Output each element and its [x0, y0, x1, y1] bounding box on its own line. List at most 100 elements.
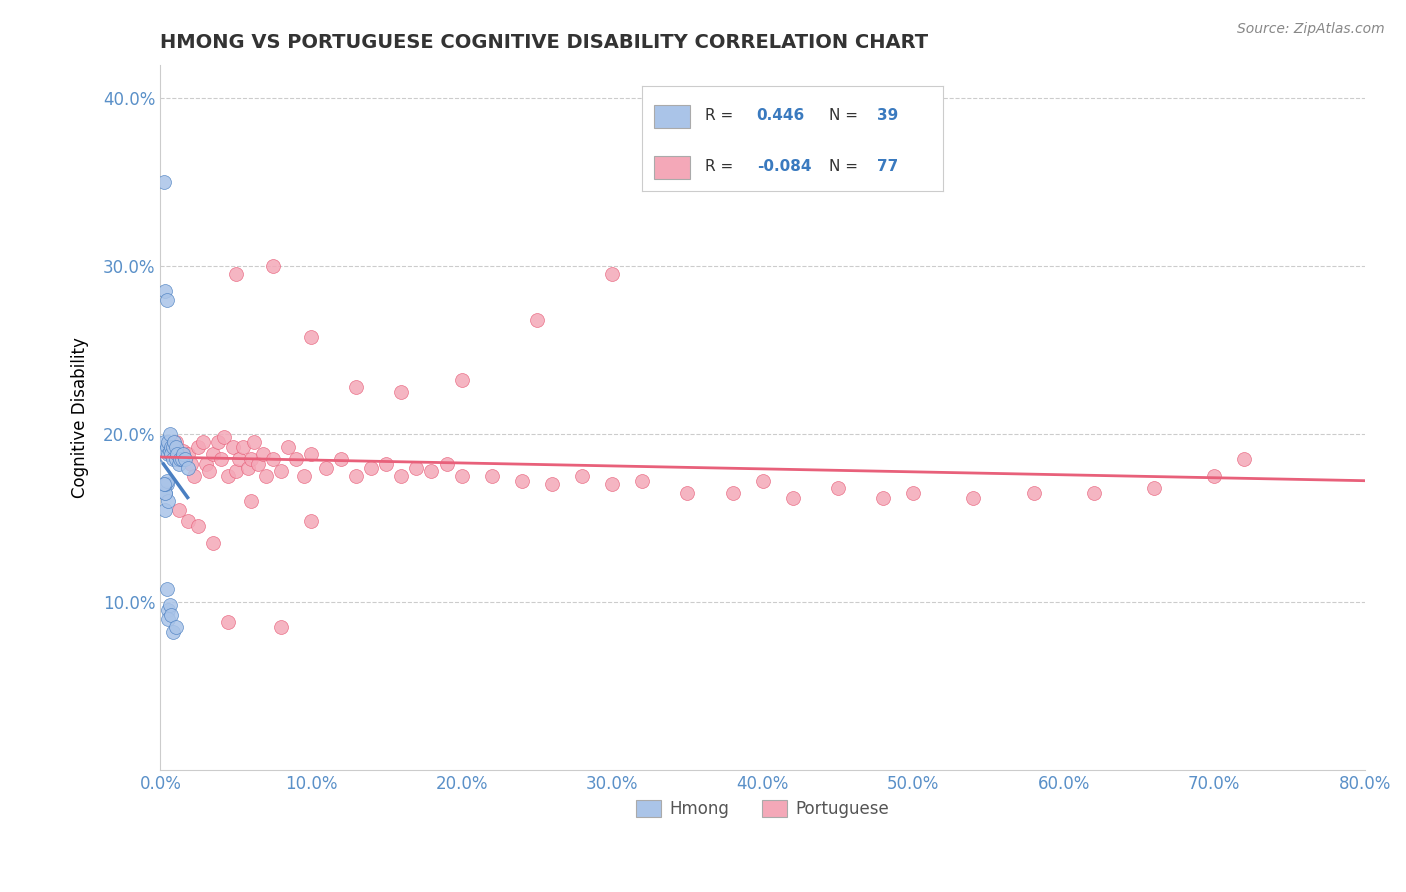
Point	[217, 469, 239, 483]
Point	[197, 464, 219, 478]
Point	[247, 457, 270, 471]
Point	[389, 385, 412, 400]
Point	[600, 477, 623, 491]
Point	[436, 457, 458, 471]
Point	[232, 441, 254, 455]
Text: Source: ZipAtlas.com: Source: ZipAtlas.com	[1237, 22, 1385, 37]
Point	[344, 469, 367, 483]
Point	[152, 175, 174, 189]
Point	[157, 447, 180, 461]
Point	[194, 457, 217, 471]
Point	[165, 441, 187, 455]
Point	[782, 491, 804, 505]
Point	[541, 477, 564, 491]
Point	[162, 452, 184, 467]
Point	[170, 452, 193, 467]
Point	[901, 486, 924, 500]
Point	[207, 435, 229, 450]
Y-axis label: Cognitive Disability: Cognitive Disability	[72, 337, 89, 498]
Point	[162, 625, 184, 640]
Point	[155, 474, 177, 488]
Point	[225, 464, 247, 478]
Point	[187, 519, 209, 533]
Point	[526, 313, 548, 327]
Point	[165, 435, 187, 450]
Point	[217, 615, 239, 630]
Point	[827, 481, 849, 495]
Point	[167, 457, 190, 471]
Point	[405, 460, 427, 475]
Point	[176, 460, 198, 475]
Point	[191, 435, 214, 450]
Point	[222, 441, 245, 455]
Point	[510, 474, 533, 488]
Point	[155, 441, 177, 455]
Point	[262, 452, 284, 467]
Point	[252, 447, 274, 461]
Point	[209, 452, 232, 467]
Point	[159, 443, 181, 458]
Point	[239, 452, 262, 467]
Point	[270, 464, 292, 478]
Point	[172, 447, 194, 461]
Point	[167, 452, 190, 467]
Point	[225, 268, 247, 282]
Point	[155, 582, 177, 596]
Point	[676, 486, 699, 500]
Point	[160, 447, 183, 461]
Point	[254, 469, 277, 483]
Point	[299, 329, 322, 343]
Point	[169, 452, 191, 467]
Point	[721, 486, 744, 500]
Point	[236, 460, 259, 475]
Point	[157, 435, 180, 450]
Point	[176, 447, 198, 461]
Point	[153, 502, 176, 516]
Point	[202, 536, 225, 550]
Point	[360, 460, 382, 475]
Point	[571, 469, 593, 483]
Point	[344, 380, 367, 394]
Point	[631, 474, 654, 488]
Point	[212, 430, 235, 444]
Point	[330, 452, 353, 467]
Point	[389, 469, 412, 483]
Point	[292, 469, 315, 483]
Point	[155, 477, 177, 491]
Point	[420, 464, 443, 478]
Point	[159, 599, 181, 613]
Point	[299, 447, 322, 461]
Point	[157, 603, 180, 617]
Point	[262, 259, 284, 273]
Point	[243, 435, 266, 450]
Point	[450, 469, 472, 483]
Point	[187, 441, 209, 455]
Point	[315, 460, 337, 475]
Point	[1233, 452, 1256, 467]
Point	[160, 441, 183, 455]
Point	[600, 268, 623, 282]
Point	[167, 502, 190, 516]
Point	[166, 447, 188, 461]
Point	[202, 447, 225, 461]
Legend: Hmong, Portuguese: Hmong, Portuguese	[628, 794, 896, 825]
Point	[1083, 486, 1105, 500]
Point	[299, 515, 322, 529]
Point	[152, 477, 174, 491]
Point	[450, 373, 472, 387]
Point	[152, 435, 174, 450]
Point	[157, 612, 180, 626]
Point	[1022, 486, 1045, 500]
Point	[165, 452, 187, 467]
Point	[165, 620, 187, 634]
Point	[153, 285, 176, 299]
Point	[163, 435, 186, 450]
Point	[157, 494, 180, 508]
Point	[1204, 469, 1226, 483]
Point	[159, 427, 181, 442]
Text: HMONG VS PORTUGUESE COGNITIVE DISABILITY CORRELATION CHART: HMONG VS PORTUGUESE COGNITIVE DISABILITY…	[160, 33, 928, 52]
Point	[270, 620, 292, 634]
Point	[962, 491, 984, 505]
Point	[153, 486, 176, 500]
Point	[162, 441, 184, 455]
